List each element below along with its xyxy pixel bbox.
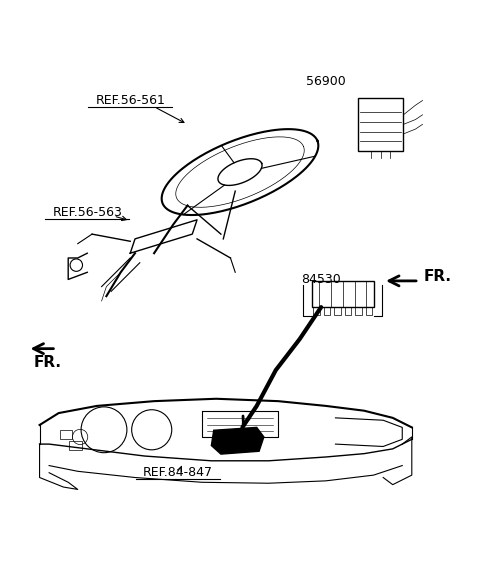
- Text: FR.: FR.: [424, 269, 452, 284]
- Polygon shape: [211, 427, 264, 454]
- Text: REF.84-847: REF.84-847: [143, 466, 213, 479]
- Text: FR.: FR.: [34, 355, 62, 370]
- Text: 84530: 84530: [301, 273, 341, 286]
- Text: REF.56-561: REF.56-561: [96, 94, 165, 107]
- Text: 56900: 56900: [306, 75, 346, 88]
- Text: REF.56-563: REF.56-563: [52, 206, 122, 219]
